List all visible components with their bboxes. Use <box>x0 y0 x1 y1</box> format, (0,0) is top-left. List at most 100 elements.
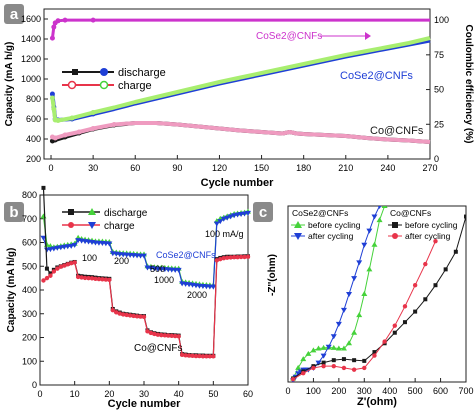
point-c-3 <box>423 261 428 267</box>
panel-b-xlabel: Cycle number <box>108 398 181 410</box>
point-b-3 <box>242 254 247 260</box>
point-c-0 <box>346 340 353 346</box>
point-b-2 <box>41 185 46 190</box>
point-b-3 <box>238 254 244 260</box>
point-b-1 <box>50 246 57 252</box>
point-c-3 <box>372 353 377 358</box>
point-b-3 <box>197 353 202 359</box>
point-c-2 <box>362 358 367 363</box>
point-b-1 <box>234 212 241 218</box>
x-tick-label: 30 <box>139 389 149 399</box>
point-b-2 <box>48 271 53 276</box>
point-c-3 <box>341 365 347 371</box>
panel-b-badge <box>4 202 24 222</box>
panel-b: b 0 10 20 30 40 50 60 0 100 200 300 400 500 600 700 80… <box>4 185 253 410</box>
point-b-3 <box>169 333 174 339</box>
point-c-3 <box>382 339 387 344</box>
point-c-1 <box>335 321 342 327</box>
point-b-0 <box>40 213 47 219</box>
point-b-1 <box>227 214 234 220</box>
point-b-3 <box>155 332 161 337</box>
point-b-3 <box>110 307 116 313</box>
legend-b-marker-1b <box>88 208 96 215</box>
point-b-3 <box>152 331 157 337</box>
panel-c-ylabel: -Z''(ohm) <box>267 254 278 296</box>
point-b-1 <box>245 210 251 216</box>
panel-a-badge <box>4 4 24 24</box>
annotation-a-co: Co@CNFs <box>370 125 424 137</box>
point-c-0 <box>335 345 342 351</box>
x-tick-label: 500 <box>408 386 423 396</box>
y-tick-label: 500 <box>22 261 37 271</box>
point-c-2 <box>341 357 346 362</box>
point-b-3 <box>121 312 126 317</box>
point-a-1 <box>49 91 55 97</box>
point-c-3 <box>362 365 367 371</box>
point-b-3 <box>166 333 171 338</box>
x-tick-label: 240 <box>380 163 395 173</box>
legend-a-marker-2a <box>67 80 77 90</box>
point-b-3 <box>138 314 143 319</box>
point-b-1 <box>64 244 71 250</box>
point-b-3 <box>186 353 192 358</box>
y-tick-label: 300 <box>22 309 37 319</box>
panel-a-legend: discharge charge <box>62 67 166 92</box>
point-b-1 <box>210 284 217 290</box>
point-b-1 <box>54 245 61 251</box>
rate-label-200: 200 <box>114 256 129 266</box>
point-c-2 <box>402 320 407 325</box>
point-b-3 <box>44 275 50 281</box>
point-b-3 <box>58 264 63 269</box>
point-c-0 <box>351 329 358 335</box>
x-tick-label: 200 <box>331 386 346 396</box>
point-b-3 <box>55 266 60 271</box>
arrowhead-a-ce <box>365 32 371 40</box>
point-c-1 <box>346 292 353 297</box>
point-c-3 <box>311 365 316 371</box>
point-c-2 <box>443 267 448 272</box>
point-b-3 <box>62 263 67 268</box>
legend-c-entry-2: after cycling <box>308 231 354 241</box>
point-b-1 <box>224 215 231 221</box>
point-b-1 <box>57 245 64 251</box>
annotation-a-cose2-ce: CoSe2@CNFs <box>256 31 322 42</box>
point-c-0 <box>366 266 373 272</box>
x-tick-label: 700 <box>458 386 473 396</box>
panel-a-label: a <box>10 6 19 23</box>
x-tick-label: 0 <box>285 386 290 396</box>
annotation-a-cose2-ce-text: CoSe2@CNFs <box>256 31 322 42</box>
x-tick-label: 270 <box>422 163 437 173</box>
point-a-0 <box>55 18 61 24</box>
panel-c-badge <box>253 202 273 222</box>
point-c-3 <box>290 376 296 382</box>
point-b-3 <box>134 314 140 319</box>
point-a-4 <box>76 129 82 135</box>
point-a-2 <box>49 95 55 101</box>
y-tick-label: 1600 <box>21 14 41 24</box>
x-tick-label: 90 <box>172 163 182 173</box>
y-tick-label: 600 <box>26 114 41 124</box>
point-a-4 <box>62 132 68 138</box>
point-c-1 <box>330 334 337 340</box>
panel-c-series <box>290 206 466 382</box>
point-b-3 <box>124 312 129 318</box>
point-c-1 <box>356 260 363 266</box>
point-b-1 <box>217 219 224 225</box>
point-b-3 <box>48 273 53 278</box>
x-tick-label: 20 <box>104 389 114 399</box>
x-tick-label: 60 <box>243 389 253 399</box>
panel-a-ylabel: Capacity (mA h/g) <box>4 42 15 127</box>
point-b-3 <box>231 255 237 260</box>
point-b-3 <box>225 255 230 260</box>
point-a-4 <box>52 135 58 141</box>
point-c-0 <box>376 217 383 223</box>
legend-a-charge: charge <box>118 80 152 92</box>
point-b-1 <box>47 247 54 253</box>
legend-c-group-2: Co@CNFs <box>390 208 431 218</box>
legend-c-entry-1: before cycling <box>308 220 361 230</box>
point-b-3 <box>103 277 109 282</box>
legend-a-marker-2b <box>99 80 109 90</box>
point-a-2 <box>90 110 96 115</box>
y-tick-label: 1200 <box>21 54 41 64</box>
legend-b-marker-1a <box>68 209 74 215</box>
